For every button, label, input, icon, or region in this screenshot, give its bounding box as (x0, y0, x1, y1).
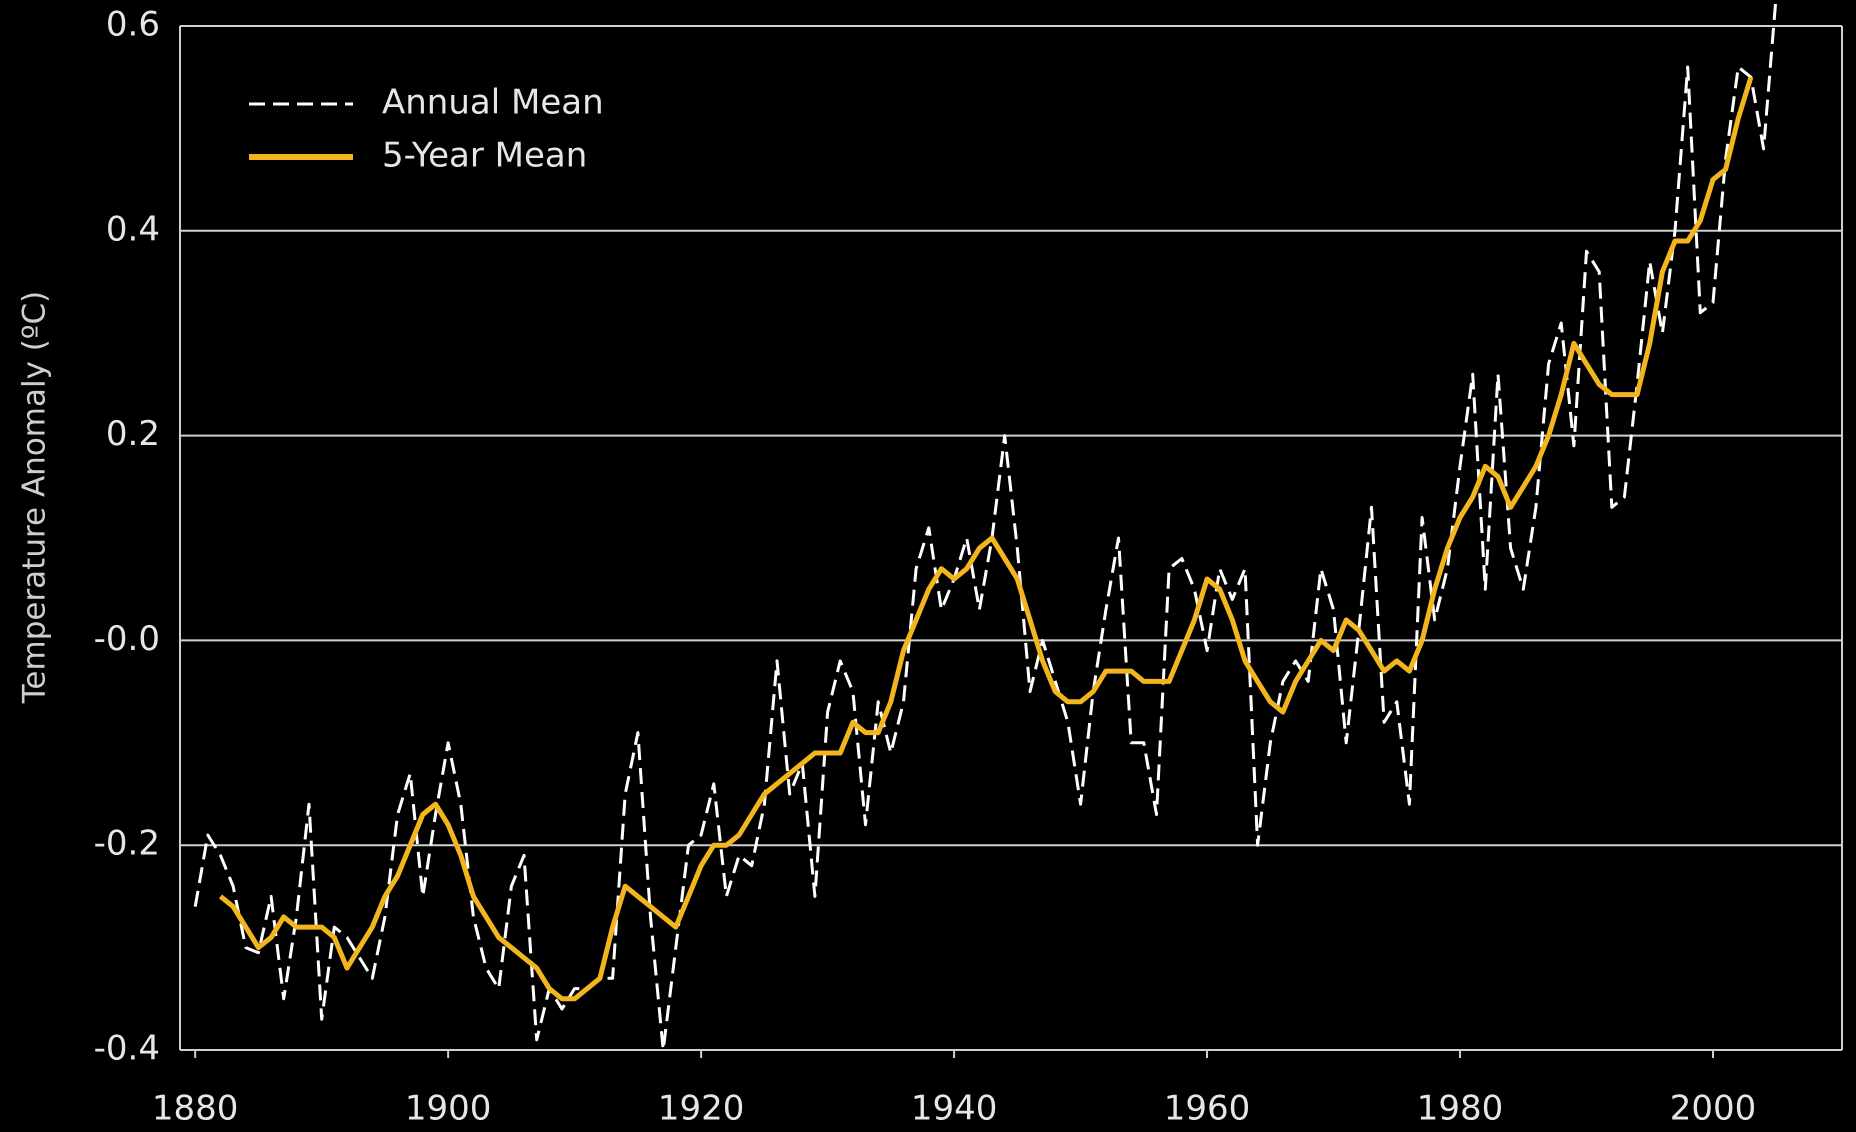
x-tick-label: 1900 (405, 1089, 492, 1129)
legend-label: Annual Mean (382, 83, 604, 123)
y-tick-label: -0.4 (94, 1029, 160, 1069)
series-line (218, 76, 1754, 1002)
x-tick-label: 1880 (152, 1089, 239, 1129)
y-tick-label: 0.2 (106, 414, 160, 454)
y-tick-label: 0.6 (106, 5, 160, 45)
legend-label: 5-Year Mean (382, 136, 587, 176)
series-line (193, 0, 1778, 1052)
x-tick-label: 1960 (1164, 1089, 1251, 1129)
x-tick-label: 1980 (1417, 1089, 1504, 1129)
x-tick-label: 2000 (1670, 1089, 1757, 1129)
y-tick-label: -0.2 (94, 824, 160, 864)
x-tick-label: 1920 (658, 1089, 745, 1129)
y-tick-label: -0.0 (94, 619, 160, 659)
x-tick-label: 1940 (911, 1089, 998, 1129)
y-tick-label: 0.4 (106, 209, 160, 249)
y-axis-label: Temperature Anomaly (ºC) (17, 291, 53, 705)
